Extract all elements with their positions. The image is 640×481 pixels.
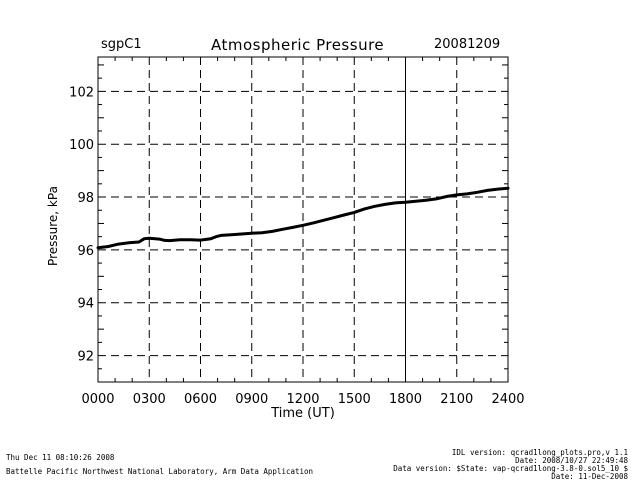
x-tick-label: 1500 bbox=[338, 392, 371, 407]
chart-title: Atmospheric Pressure bbox=[211, 36, 385, 54]
x-axis-label: Time (UT) bbox=[270, 406, 335, 421]
footer-idl-version: IDL version: qcrad1long_plots.pro,v 1.1 bbox=[451, 448, 628, 457]
footer-institution: Battelle Pacific Northwest National Labo… bbox=[6, 467, 314, 476]
y-tick-label: 102 bbox=[69, 85, 94, 100]
footer-timestamp: Thu Dec 11 08:10:26 2008 bbox=[6, 453, 115, 462]
x-tick-label: 2100 bbox=[440, 392, 473, 407]
x-tick-label: 0300 bbox=[133, 392, 166, 407]
y-tick-label: 98 bbox=[77, 191, 94, 206]
footer-data-version: Data version: $State: vap-qcrad1long-3.8… bbox=[393, 464, 628, 473]
y-axis-label: Pressure, kPa bbox=[46, 186, 60, 266]
x-tick-label: 1200 bbox=[286, 392, 319, 407]
x-tick-label: 0600 bbox=[184, 392, 217, 407]
y-tick-label: 92 bbox=[77, 350, 94, 365]
y-tick-label: 96 bbox=[77, 244, 94, 259]
footer-data-date: Date: 11-Dec-2008 bbox=[551, 472, 628, 481]
site-label: sgpC1 bbox=[101, 37, 142, 52]
date-label: 20081209 bbox=[434, 37, 501, 52]
x-tick-label: 0900 bbox=[235, 392, 268, 407]
footer-version-block: IDL version: qcrad1long_plots.pro,v 1.1 … bbox=[393, 449, 628, 481]
y-tick-label: 94 bbox=[77, 297, 94, 312]
footer-idl-date: Date: 2008/10/27 22:49:48 bbox=[515, 456, 628, 465]
y-tick-label: 100 bbox=[69, 138, 94, 153]
x-tick-label: 1800 bbox=[389, 392, 422, 407]
plot-frame bbox=[97, 56, 509, 383]
pressure-series-line bbox=[96, 186, 510, 250]
x-tick-label: 0000 bbox=[81, 392, 114, 407]
x-tick-label: 2400 bbox=[491, 392, 524, 407]
